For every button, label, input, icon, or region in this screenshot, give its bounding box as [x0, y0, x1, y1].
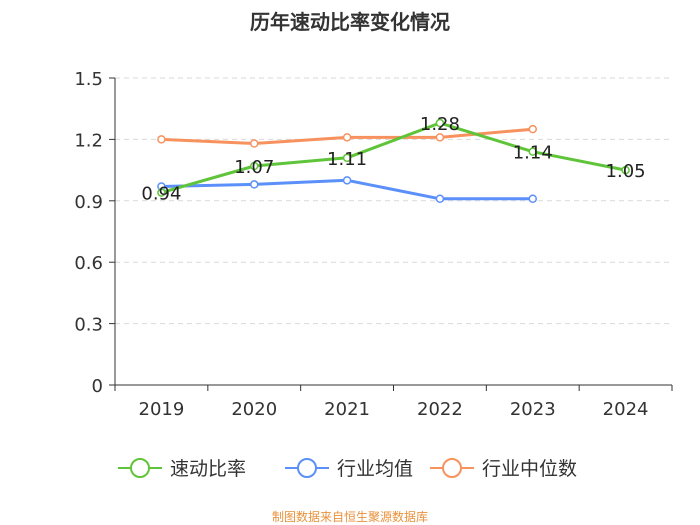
data-point [528, 124, 537, 134]
data-point [528, 194, 537, 204]
data-labels: 0.94 1.07 1.11 1.28 1.14 1.05 [141, 114, 645, 205]
data-point [342, 153, 352, 163]
grid-lines [115, 77, 672, 325]
legend-item-0: 速动比率 [118, 458, 246, 480]
data-point [621, 165, 630, 175]
data-label: 1.05 [606, 161, 646, 182]
y-tick-label: 1.2 [74, 130, 103, 151]
data-label: 1.07 [234, 157, 274, 178]
series [157, 118, 630, 204]
data-point [250, 180, 259, 189]
data-point [342, 133, 352, 142]
axes: 0 0.3 0.6 0.9 1.2 1.5 2019 2020 2021 2022 2023 2024 [74, 69, 673, 420]
y-tick-label: 0.9 [74, 192, 103, 213]
y-tick-label: 0 [92, 376, 103, 397]
y-tick-label: 0.6 [74, 253, 103, 274]
chart-title: 历年速动比率变化情况 [250, 10, 450, 34]
data-label: 1.11 [327, 149, 367, 170]
data-point [157, 188, 166, 197]
legend-label: 速动比率 [170, 458, 246, 480]
legend-label: 行业中位数 [482, 458, 577, 480]
y-tick-label: 1.5 [74, 69, 103, 90]
x-tick-label: 2022 [417, 399, 463, 420]
series-line-0 [160, 121, 626, 195]
data-point [435, 133, 445, 142]
legend-item-2: 行业中位数 [430, 458, 577, 480]
source-note: 制图数据来自恒生聚源数据库 [271, 510, 428, 524]
legend-label: 行业均值 [337, 458, 413, 480]
data-point [157, 135, 166, 144]
legend-marker [442, 458, 462, 478]
data-label: 0.94 [141, 184, 181, 205]
data-point [342, 176, 352, 185]
data-point [250, 139, 259, 148]
data-point [435, 194, 445, 204]
data-point [528, 147, 537, 156]
legend-item-1: 行业均值 [285, 458, 413, 480]
x-tick-label: 2020 [231, 399, 277, 420]
legend: 速动比率 行业均值 行业中位数 [118, 458, 577, 480]
data-label: 1.14 [513, 143, 553, 164]
data-point [250, 161, 259, 171]
y-tick-label: 0.3 [74, 315, 103, 336]
legend-marker [130, 458, 150, 478]
data-label: 1.28 [420, 114, 460, 135]
x-tick-label: 2021 [324, 399, 370, 420]
legend-marker [297, 458, 317, 478]
x-tick-label: 2019 [139, 399, 185, 420]
data-point [435, 118, 445, 128]
x-tick-label: 2023 [510, 399, 556, 420]
x-tick-label: 2024 [603, 399, 649, 420]
